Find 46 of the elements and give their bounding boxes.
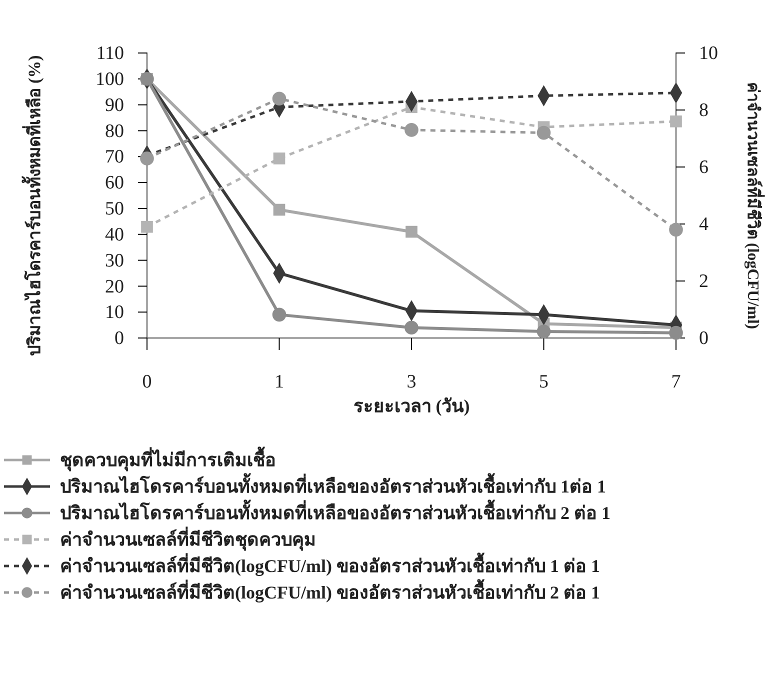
point [670, 115, 682, 128]
y-tick-label: 40 [105, 224, 124, 246]
y-tick-label: 110 [96, 43, 124, 64]
y-axis-title: ปริมาณไฮโดรคาร์บอนทั้งหมดที่เหลือ (%) [21, 55, 44, 356]
point [404, 320, 418, 335]
x-tick-label: 0 [142, 371, 152, 392]
legend-label: ชุดควบคุมที่ไม่มีการเติมเชื้อ [60, 446, 276, 472]
point [273, 204, 286, 216]
legend-label: ค่าจำนวนเซลล์ที่มีชีวิต(logCFU/ml) ของอัตราส่วนหัวเชื้อเท่ากับ 1 ต่อ 1 [60, 552, 600, 576]
legend-label: ปริมาณไฮโดรคาร์บอนทั้งหมดที่เหลือของอัตราส่วนหัวเชื้อเท่ากับ 1ต่อ 1 [60, 472, 606, 496]
point [669, 326, 683, 340]
y-tick-label: 30 [105, 250, 124, 272]
y2-tick-label: 10 [699, 43, 718, 64]
x-tick-label: 3 [406, 371, 416, 392]
y-tick-label: 60 [105, 172, 124, 194]
legend-label: ปริมาณไฮโดรคาร์บอนทั้งหมดที่เหลือของอัตราส่วนหัวเชื้อเท่ากับ 2 ต่อ 1 [60, 499, 610, 523]
legend-label: ค่าจำนวนเซลล์ที่มีชีวิตชุดควบคุม [60, 526, 316, 552]
x-tick-label: 1 [274, 371, 284, 392]
y2-axis-title: ค่าจำนวนเซลล์ที่มีชีวิต (logCFU/ml) [744, 82, 765, 330]
point [404, 123, 418, 137]
y-tick-label: 70 [105, 146, 124, 168]
y-tick-label: 10 [105, 302, 124, 324]
x-axis-title: ระยะเวลา (วัน) [353, 396, 470, 416]
y2-tick-label: 4 [699, 214, 709, 236]
y-tick-label: 100 [96, 68, 124, 90]
x-tick-label: 7 [671, 371, 681, 392]
point [536, 324, 551, 338]
y-tick-label: 50 [105, 198, 124, 220]
y-tick-label: 80 [105, 120, 124, 142]
point [141, 220, 153, 233]
y-tick-label: 0 [114, 328, 124, 350]
point [272, 92, 286, 106]
point [140, 152, 154, 166]
point [669, 222, 683, 237]
point [273, 152, 286, 164]
x-tick-label: 5 [539, 371, 548, 392]
point [272, 308, 286, 322]
y-tick-label: 90 [105, 94, 124, 116]
y2-tick-label: 6 [699, 157, 708, 178]
y2-tick-label: 0 [699, 328, 708, 350]
y-tick-label: 20 [105, 276, 124, 298]
y2-tick-label: 8 [699, 100, 708, 122]
point [536, 126, 551, 140]
legend-label: ค่าจำนวนเซลล์ที่มีชีวิต(logCFU/ml) ของอัตราส่วนหัวเชื้อเท่ากับ 2 ต่อ 1 [60, 578, 600, 602]
point [406, 226, 418, 238]
y2-tick-label: 2 [699, 271, 708, 292]
